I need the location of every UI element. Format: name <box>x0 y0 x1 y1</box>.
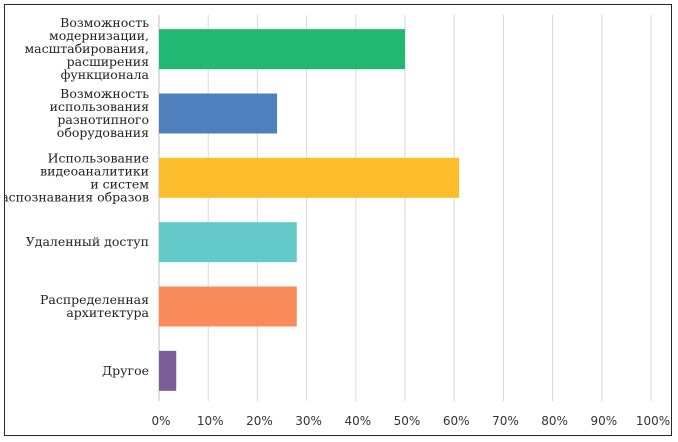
bar <box>159 286 297 327</box>
bar <box>159 157 460 198</box>
bars <box>159 29 460 391</box>
bar <box>159 93 278 134</box>
category-label: Распределенная архитектура <box>40 292 150 320</box>
x-tick-label: 50% <box>394 414 421 428</box>
x-tick-label: 80% <box>541 414 568 428</box>
bar <box>159 222 297 263</box>
x-tick-label: 100% <box>636 414 670 428</box>
x-tick-label: 30% <box>295 414 322 428</box>
gridlines <box>158 15 652 401</box>
x-tick-label: 20% <box>246 414 273 428</box>
category-label: Другое <box>102 363 149 378</box>
category-label: Возможность использования разнотипного обор… <box>50 86 150 140</box>
x-tick-label: 90% <box>590 414 617 428</box>
bar <box>159 350 177 391</box>
horizontal-bar-chart: Возможность модернизации, масштабирования,… <box>5 15 670 428</box>
category-label: Использование видеоаналитики и систем распо… <box>5 150 149 204</box>
category-label: Удаленный доступ <box>26 234 149 249</box>
x-tick-label: 40% <box>344 414 371 428</box>
x-tick-label: 60% <box>443 414 470 428</box>
x-tick-label: 70% <box>492 414 519 428</box>
category-label: Возможность модернизации, масштабирования,… <box>24 15 149 82</box>
bar <box>159 29 405 70</box>
x-tick-label: 10% <box>197 414 224 428</box>
chart-frame: Возможность модернизации, масштабирования,… <box>4 4 672 436</box>
x-tick-labels: 0% 10% 20% 30% 40% 50% 60% 70% 80% 90% 100% <box>151 414 670 428</box>
category-labels: Возможность модернизации, масштабирования,… <box>5 15 150 378</box>
x-tick-label: 0% <box>151 414 170 428</box>
